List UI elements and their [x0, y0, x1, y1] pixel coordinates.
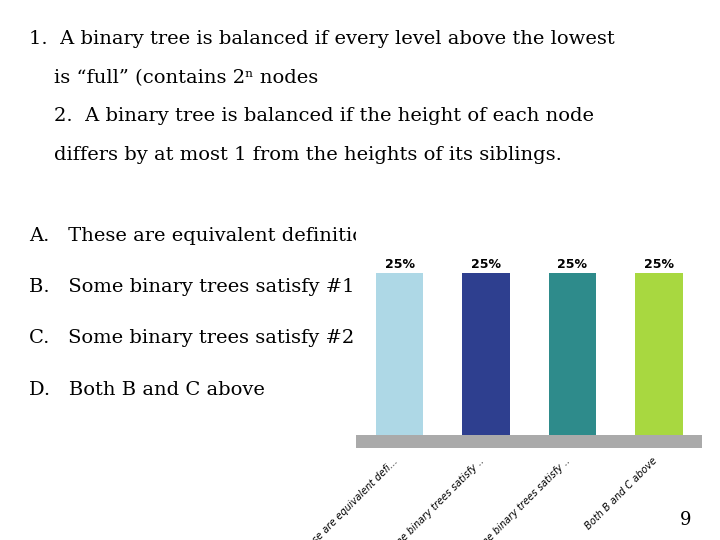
Text: B.   Some binary trees satisfy #1 but not #2: B. Some binary trees satisfy #1 but not …: [29, 278, 467, 296]
Bar: [376, 273, 423, 435]
Text: 25%: 25%: [384, 258, 415, 271]
Text: 25%: 25%: [644, 258, 674, 271]
Text: 1.  A binary tree is balanced if every level above the lowest: 1. A binary tree is balanced if every le…: [29, 30, 615, 48]
Bar: [356, 435, 702, 448]
Text: 9: 9: [680, 511, 691, 529]
Bar: [635, 273, 683, 435]
Text: 25%: 25%: [557, 258, 588, 271]
Bar: [549, 273, 596, 435]
Text: 2.  A binary tree is balanced if the height of each node: 2. A binary tree is balanced if the heig…: [29, 107, 594, 125]
Text: C.   Some binary trees satisfy #2 but not #1: C. Some binary trees satisfy #2 but not …: [29, 329, 467, 347]
Text: 25%: 25%: [471, 258, 501, 271]
Bar: [462, 273, 510, 435]
Text: is “full” (contains 2ⁿ nodes: is “full” (contains 2ⁿ nodes: [29, 69, 318, 86]
Text: differs by at most 1 from the heights of its siblings.: differs by at most 1 from the heights of…: [29, 146, 562, 164]
Text: D.   Both B and C above: D. Both B and C above: [29, 381, 265, 399]
Text: A.   These are equivalent definitions: A. These are equivalent definitions: [29, 227, 387, 245]
